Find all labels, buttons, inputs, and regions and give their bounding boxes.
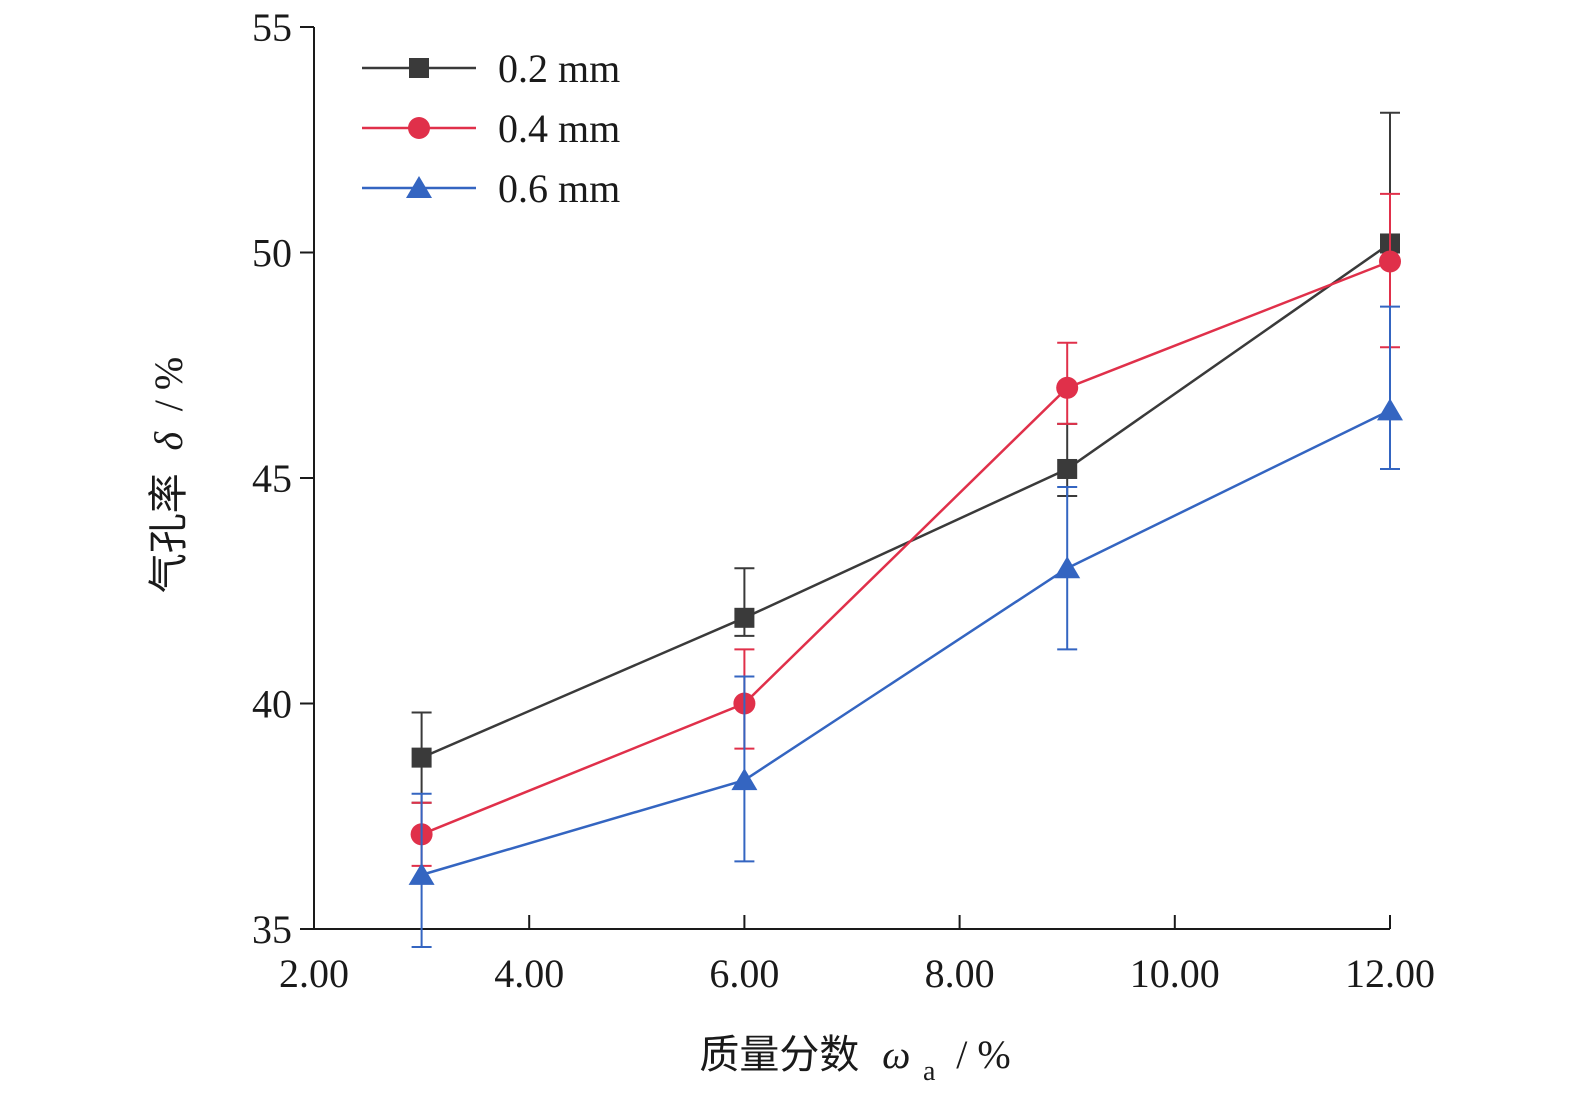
legend-label: 0.2 mm xyxy=(498,46,620,91)
y-tick-label: 45 xyxy=(252,456,292,501)
y-tick-label: 50 xyxy=(252,231,292,276)
x-axis-ticks: 2.00 4.00 6.00 8.00 10.00 12.00 xyxy=(279,915,1435,996)
x-axis-title: 质量分数 ω a / % xyxy=(699,1032,1010,1090)
legend-label: 0.6 mm xyxy=(498,166,620,211)
y-axis-symbol: δ xyxy=(146,431,191,451)
legend: 0.2 mm 0.4 mm 0.6 mm xyxy=(362,46,620,211)
y-tick-label: 40 xyxy=(252,682,292,727)
x-axis-title-text: 质量分数 xyxy=(699,1032,859,1078)
legend-item: 0.6 mm xyxy=(362,166,620,211)
x-axis-symbol: ω xyxy=(882,1032,910,1077)
data-point xyxy=(731,768,758,791)
y-tick-label: 55 xyxy=(252,5,292,50)
x-tick-label: 12.00 xyxy=(1345,951,1435,996)
series-triangle xyxy=(408,305,1403,949)
plot-area xyxy=(408,111,1403,949)
series-line xyxy=(421,409,1391,877)
series-line xyxy=(421,242,1391,759)
y-axis-title-text: 气孔率 xyxy=(146,473,192,593)
x-axis-unit: / % xyxy=(956,1032,1010,1077)
y-axis-unit: / % xyxy=(146,357,191,411)
data-point xyxy=(1377,398,1403,421)
data-point xyxy=(408,862,435,885)
data-point xyxy=(734,607,755,628)
x-tick-label: 4.00 xyxy=(494,951,564,996)
data-point xyxy=(1056,376,1079,399)
y-axis-ticks: 35 40 45 50 55 xyxy=(252,5,314,952)
x-tick-label: 8.00 xyxy=(925,951,995,996)
legend-marker xyxy=(409,58,429,78)
legend-item: 0.4 mm xyxy=(362,106,620,151)
y-tick-label: 35 xyxy=(252,907,292,952)
series-square xyxy=(411,111,1400,804)
x-axis-subscript: a xyxy=(923,1056,936,1087)
data-point xyxy=(1054,556,1081,579)
series-circle xyxy=(410,192,1401,867)
data-point xyxy=(411,747,432,768)
legend-label: 0.4 mm xyxy=(498,106,620,151)
legend-marker xyxy=(408,117,430,139)
y-axis-title: 气孔率 δ / % xyxy=(146,357,192,593)
axes xyxy=(313,27,1390,930)
x-tick-label: 10.00 xyxy=(1130,951,1220,996)
legend-marker xyxy=(406,176,432,198)
x-tick-label: 2.00 xyxy=(279,951,349,996)
data-point xyxy=(1057,458,1078,479)
data-point xyxy=(1379,250,1401,273)
x-tick-label: 6.00 xyxy=(709,951,779,996)
legend-item: 0.2 mm xyxy=(362,46,620,91)
series-line xyxy=(421,260,1391,836)
